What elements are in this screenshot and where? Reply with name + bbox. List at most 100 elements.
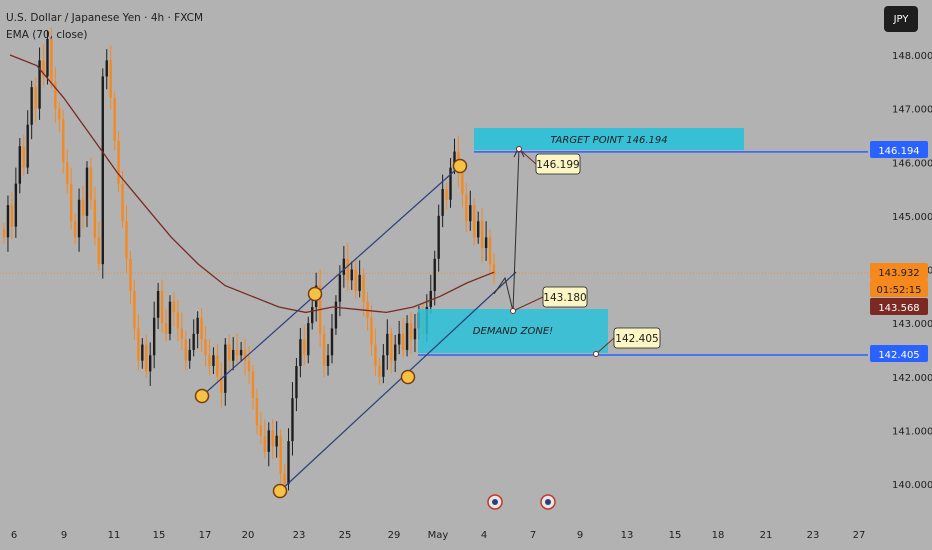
candle-body	[42, 60, 45, 77]
candle-body	[326, 355, 330, 367]
swing-point-marker	[452, 158, 468, 174]
candle-body	[152, 317, 156, 356]
candle-body	[492, 264, 496, 275]
callout-low-anchor	[593, 351, 599, 357]
candle-body	[101, 76, 104, 265]
callout-target-anchor	[516, 146, 522, 152]
ema-indicator-label[interactable]: EMA (70, close)	[6, 29, 88, 41]
candle-body	[6, 205, 10, 238]
candle-body	[251, 371, 255, 399]
candle-body	[354, 269, 357, 291]
candle-body	[338, 274, 342, 302]
candle-body	[121, 183, 124, 222]
callout-low-text: 142.405	[615, 333, 658, 345]
candle-body	[275, 435, 278, 447]
price-badge-label: 146.194	[878, 146, 919, 157]
candle-body	[461, 172, 464, 195]
candle-body	[322, 333, 326, 367]
candle-body	[429, 290, 432, 308]
candle-body	[172, 301, 176, 313]
candle-body	[204, 339, 207, 356]
time-tick-label: 29	[388, 530, 401, 541]
time-tick-label: 6	[11, 530, 17, 541]
price-badge-label: 01:52:15	[877, 285, 922, 296]
time-tick-label: 7	[530, 530, 536, 541]
candle-body	[255, 398, 259, 426]
economic-event-flag-inner	[492, 499, 498, 505]
candle-body	[437, 215, 440, 259]
candle-body	[382, 355, 385, 377]
candle-body	[141, 344, 144, 361]
time-tick-label: 21	[760, 530, 773, 541]
candle-body	[192, 333, 195, 350]
candle-body	[299, 339, 302, 367]
price-badge-label: 143.932	[878, 268, 919, 279]
time-tick-label: 18	[712, 530, 725, 541]
callout-mid-anchor	[510, 308, 516, 314]
time-tick-label: 15	[669, 530, 682, 541]
candle-body	[113, 97, 116, 141]
candle-body	[188, 349, 191, 361]
candle-body	[311, 307, 314, 324]
callout-target-connector	[518, 148, 537, 165]
time-tick-label: 13	[621, 530, 634, 541]
candle-body	[449, 167, 452, 200]
candle-body	[394, 344, 397, 361]
candle-body	[330, 328, 334, 356]
candle-body	[224, 344, 227, 393]
candle-body	[137, 328, 140, 361]
candle-body	[247, 360, 251, 372]
candle-body	[362, 274, 365, 302]
swing-point-marker	[272, 483, 288, 499]
candle-body	[413, 328, 417, 340]
candle-body	[149, 355, 152, 372]
candle-body	[176, 312, 180, 329]
candle-body	[145, 344, 148, 372]
time-tick-label: 9	[577, 530, 583, 541]
callout-target-text: 146.199	[536, 159, 579, 171]
candle-body	[2, 229, 6, 238]
candle-body	[401, 333, 405, 350]
candle-body	[358, 274, 361, 291]
candle-body	[346, 258, 349, 281]
candle-body	[66, 162, 69, 184]
candle-body	[22, 146, 25, 168]
candle-body	[18, 146, 22, 184]
candle-body	[168, 301, 172, 334]
price-tick-label: 141.000	[892, 426, 932, 437]
candle-body	[216, 355, 219, 377]
candle-body	[476, 221, 480, 238]
candle-body	[441, 189, 444, 216]
currency-button[interactable]: JPY	[884, 6, 918, 32]
candle-body	[231, 349, 235, 361]
callout-mid-box	[542, 286, 588, 308]
candle-body	[117, 140, 120, 184]
candle-body	[62, 119, 65, 163]
candle-body	[303, 339, 306, 356]
time-tick-label: 17	[199, 530, 212, 541]
time-tick-label: 23	[293, 530, 306, 541]
candle-body	[279, 435, 282, 474]
candle-body	[473, 205, 476, 238]
candle-body	[390, 333, 393, 361]
candle-body	[89, 167, 93, 200]
swing-point-marker	[307, 286, 323, 302]
time-tick-label: 25	[339, 530, 352, 541]
time-tick-label: 27	[853, 530, 866, 541]
candle-body	[97, 237, 101, 265]
candle-body	[445, 189, 448, 200]
candle-body	[54, 81, 57, 109]
time-tick-label: 9	[61, 530, 67, 541]
candle-body	[488, 237, 492, 265]
callout-target-box	[535, 153, 581, 175]
candle-body	[77, 199, 81, 238]
candle-body	[220, 376, 223, 393]
candle-body	[93, 199, 97, 238]
candle-body	[235, 349, 239, 356]
candle-body	[243, 349, 247, 361]
candle-body	[196, 317, 199, 334]
candle-body	[200, 317, 203, 340]
candle-body	[465, 194, 468, 222]
